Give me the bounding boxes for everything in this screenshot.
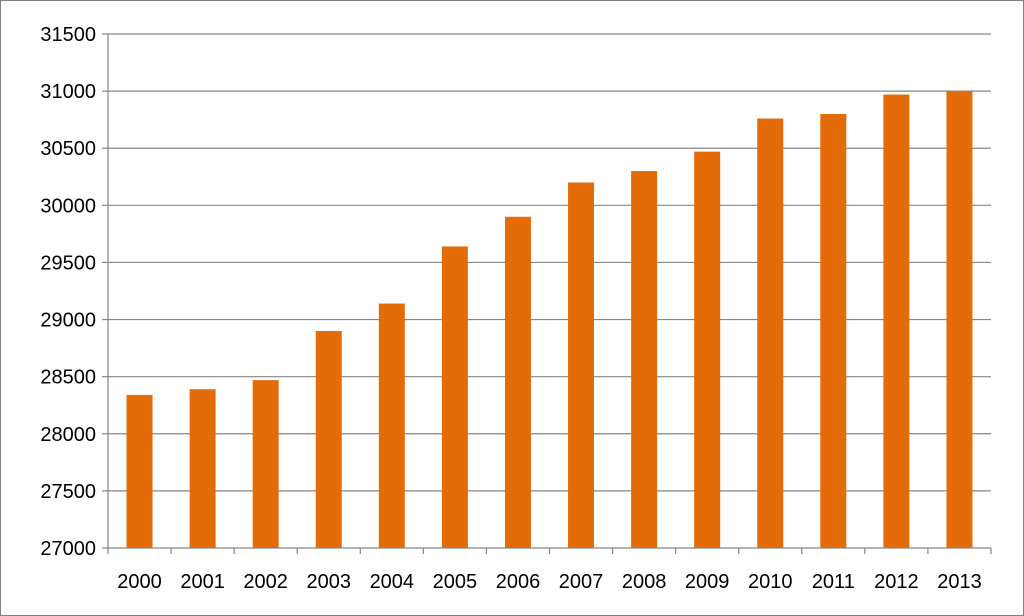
x-tick-labels: 2000 2001 2002 2003 2004 2005 2006 2007 2008 2009… [117, 571, 981, 593]
x-tick-label: 2004 [370, 571, 415, 593]
x-tick-label: 2003 [307, 571, 352, 593]
bar-2011 [820, 113, 847, 548]
axes [102, 33, 992, 554]
x-tick-label: 2007 [559, 571, 604, 593]
x-tick-label: 2000 [117, 571, 162, 593]
x-tick-label: 2005 [433, 571, 478, 593]
y-tick-label: 27000 [40, 538, 96, 560]
y-tick-label: 29000 [40, 310, 96, 332]
x-tick-label: 2010 [748, 571, 793, 593]
bar-2001 [189, 389, 216, 548]
x-tick-label: 2006 [496, 571, 541, 593]
bar-2003 [315, 330, 342, 548]
bar-2000 [126, 394, 153, 548]
y-tick-label: 30000 [40, 195, 96, 217]
bar-2010 [757, 118, 784, 548]
x-tick-label: 2008 [622, 571, 667, 593]
bar-2013 [946, 91, 973, 548]
y-tick-labels: 27000 27500 28000 28500 29000 29500 30000 30500… [40, 24, 96, 560]
y-tick-label: 29500 [40, 252, 96, 274]
x-tick-label: 2001 [180, 571, 225, 593]
bar-2008 [631, 171, 658, 549]
bars [126, 91, 973, 549]
x-tick-label: 2013 [937, 571, 982, 593]
x-tick-label: 2009 [685, 571, 730, 593]
bar-2006 [504, 216, 531, 548]
bar-2007 [568, 182, 595, 548]
y-tick-label: 31500 [40, 24, 96, 46]
bar-2012 [883, 94, 910, 548]
x-tick-label: 2012 [874, 571, 919, 593]
gridlines [108, 33, 991, 492]
y-tick-label: 30500 [40, 138, 96, 160]
bar-2004 [378, 303, 405, 548]
bar-2009 [694, 151, 721, 548]
y-tick-label: 28000 [40, 424, 96, 446]
x-tick-label: 2011 [812, 571, 855, 593]
x-tick-label: 2002 [243, 571, 288, 593]
y-tick-label: 31000 [40, 81, 96, 103]
bar-2002 [252, 380, 279, 548]
y-tick-label: 28500 [40, 367, 96, 389]
y-tick-label: 27500 [40, 481, 96, 503]
bar-2005 [441, 246, 468, 548]
